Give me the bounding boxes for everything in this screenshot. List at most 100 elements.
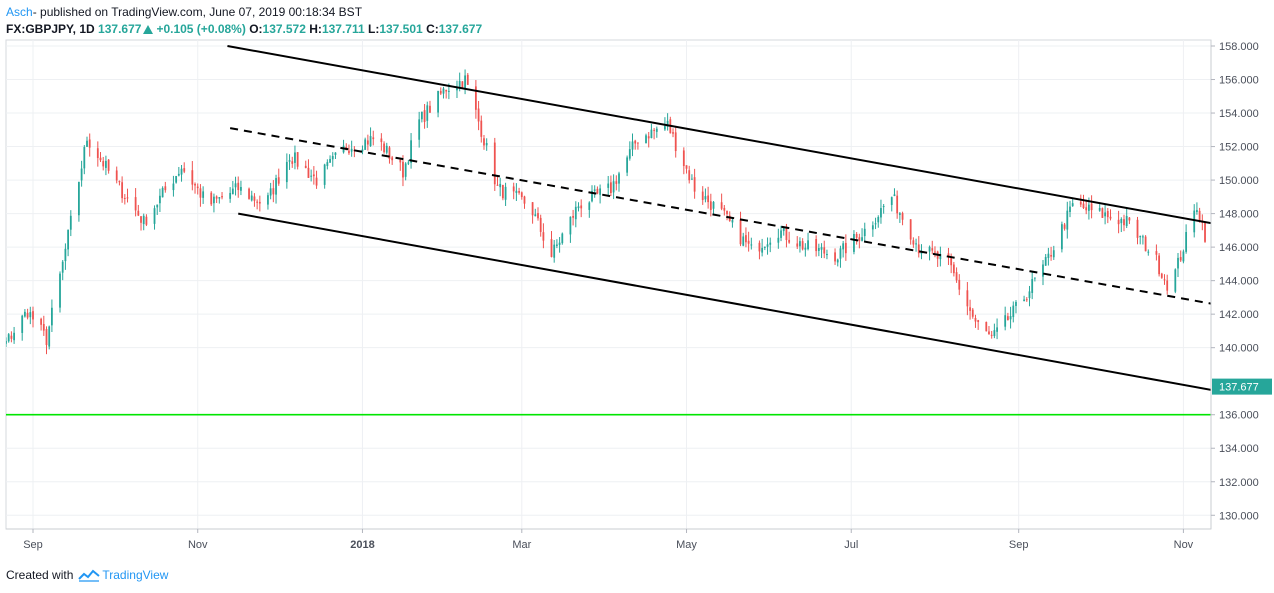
candle-body (269, 188, 272, 196)
candle-body (645, 135, 647, 144)
channel-upper (227, 45, 1211, 225)
candle-body (102, 161, 105, 167)
candle-body (534, 214, 537, 217)
price-axis[interactable]: 158.000 156.000 154.000 152.000 150.000 148.0… (1211, 41, 1259, 522)
candle-body (1147, 251, 1150, 253)
last-price: 137.677 (98, 22, 142, 36)
price-tick-label: 142.000 (1219, 309, 1259, 321)
candle-body (329, 158, 331, 163)
candle-body (231, 188, 234, 195)
candle-body (896, 195, 899, 214)
candle-body (7, 334, 10, 342)
candle-body (882, 206, 885, 208)
candle-body (628, 149, 631, 159)
candle-body (118, 181, 121, 183)
candle-body (1204, 221, 1206, 242)
candle-body (96, 148, 99, 158)
candle-body (407, 162, 410, 164)
candle-body (159, 195, 161, 204)
candle-body (40, 318, 43, 325)
candle-body (871, 225, 874, 230)
candle-body (993, 330, 996, 337)
candle-body (672, 132, 674, 134)
candle-body (383, 143, 385, 153)
candle-body (1042, 264, 1044, 277)
time-tick-label: Nov (188, 539, 208, 551)
candle-body (385, 145, 388, 153)
candle-body (815, 239, 818, 252)
candle-body (996, 327, 998, 332)
candle-body (731, 220, 734, 223)
candle-body (531, 202, 534, 216)
candle-body (780, 230, 782, 238)
candle-body (461, 81, 464, 88)
price-tick-label: 148.000 (1219, 209, 1259, 221)
candle-body (67, 229, 70, 250)
candle-body (23, 311, 26, 317)
candle-body (410, 140, 412, 163)
price-tick-label: 136.000 (1219, 410, 1259, 422)
candle-body (59, 273, 61, 308)
candle-body (1136, 219, 1139, 238)
candle-body (326, 162, 329, 166)
tradingview-brand-link[interactable]: TradingView (102, 568, 169, 582)
candle-body (990, 334, 993, 336)
candle-body (140, 216, 142, 223)
candle-body (1123, 219, 1125, 226)
candle-body (574, 206, 577, 220)
candle-body (709, 201, 712, 210)
candle-body (985, 322, 988, 332)
candle-body (445, 89, 448, 92)
candle-body (399, 159, 402, 163)
candle-body (763, 246, 766, 248)
candle-body (180, 168, 183, 175)
candle-body (126, 197, 129, 199)
candle-body (1218, 261, 1220, 262)
candle-body (267, 195, 269, 205)
candle-body (1050, 255, 1052, 257)
close-label: C: (426, 22, 439, 36)
candle-body (6, 340, 7, 344)
candle-body (1272, 275, 1274, 283)
candle-body (307, 167, 310, 178)
candle-body (426, 105, 429, 121)
candle-body (777, 237, 780, 243)
candle-body (1234, 260, 1236, 264)
candle-body (1198, 210, 1201, 221)
candle-body (404, 163, 407, 177)
candle-body (1242, 264, 1244, 265)
candle-body (650, 129, 653, 139)
candle-body (591, 190, 593, 202)
candle-body (1142, 236, 1144, 238)
candle-body (213, 196, 215, 204)
candle-body (1125, 215, 1128, 226)
symbol-info: FX:GBPJPY, 1D 137.677 +0.105 (+0.08%) O:1… (6, 22, 482, 36)
candle-body (939, 253, 942, 260)
candle-body (1109, 216, 1112, 219)
candle-body (364, 139, 367, 150)
candle-body (202, 191, 205, 198)
candle-body (1223, 268, 1225, 270)
candle-body (1090, 203, 1093, 211)
author-link[interactable]: Asch (6, 5, 33, 19)
candle-body (48, 326, 51, 347)
candle-body (464, 75, 466, 89)
candle-body (820, 247, 823, 250)
candle-body (969, 307, 971, 311)
candle-body (194, 183, 196, 186)
low-value: 137.501 (379, 22, 423, 36)
time-axis[interactable]: SepNov2018MarMayJulSepNov2019MarMayJulSe… (23, 529, 1274, 551)
candle-body (1023, 299, 1025, 302)
price-tick-label: 146.000 (1219, 242, 1259, 254)
candle-body (361, 149, 364, 152)
up-arrow-icon (143, 25, 154, 34)
candle-body (555, 244, 558, 246)
grid (6, 40, 1211, 529)
time-tick-label: Nov (1174, 539, 1194, 551)
candle-body (934, 251, 936, 253)
candle-body (580, 205, 583, 209)
candle-body (1120, 218, 1123, 224)
plot-area[interactable] (5, 39, 1212, 530)
last-price-badge-text: 137.677 (1219, 382, 1259, 394)
